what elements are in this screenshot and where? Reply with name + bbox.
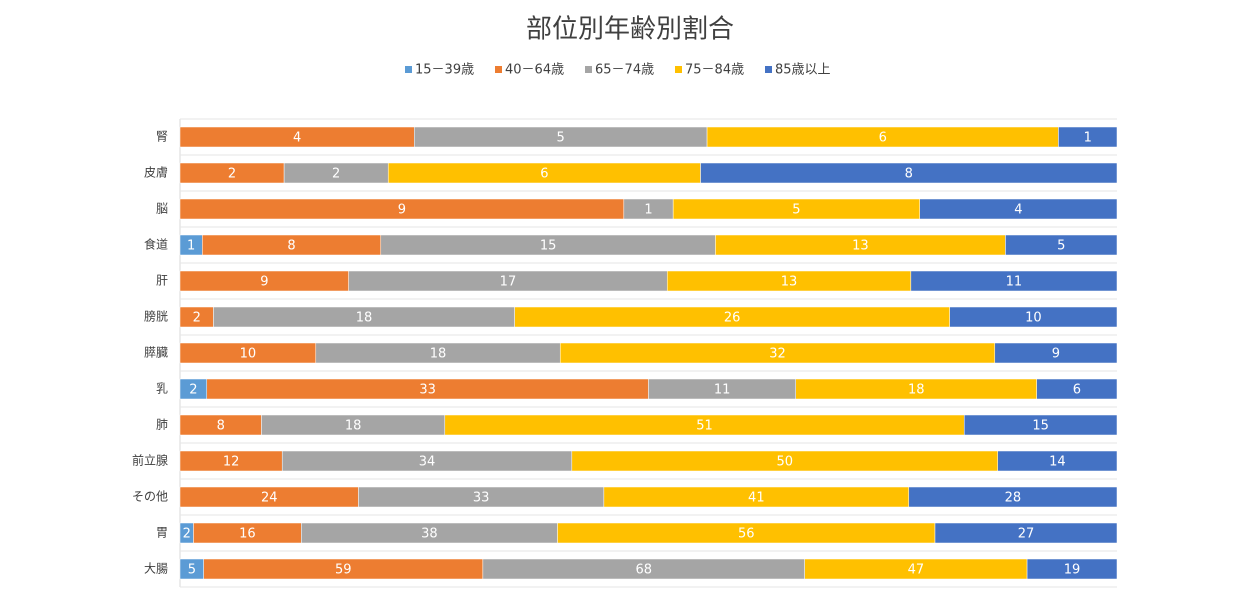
legend-swatch <box>495 66 502 73</box>
bar-segment <box>910 270 1118 292</box>
bar-segment <box>994 342 1118 364</box>
bar-segment <box>949 306 1118 328</box>
value-label: 4 <box>1014 203 1022 218</box>
value-label: 1 <box>1084 131 1092 146</box>
value-label: 18 <box>345 419 362 434</box>
y-tick-label: 前立腺 <box>132 453 168 468</box>
value-label: 28 <box>1005 491 1022 506</box>
value-label: 15 <box>1032 419 1049 434</box>
legend-label: 40－64歳 <box>505 63 564 78</box>
value-label: 5 <box>1057 239 1065 254</box>
value-label: 24 <box>261 491 278 506</box>
value-label: 19 <box>1064 563 1081 578</box>
bar-segment <box>1058 126 1118 148</box>
legend-label: 65－74歳 <box>595 63 654 78</box>
value-label: 8 <box>287 239 295 254</box>
value-label: 27 <box>1018 527 1035 542</box>
value-label: 34 <box>419 455 436 470</box>
value-label: 1 <box>187 239 195 254</box>
value-label: 18 <box>356 311 373 326</box>
value-label: 11 <box>714 383 731 398</box>
value-label: 6 <box>879 131 887 146</box>
bar-segment <box>963 414 1118 436</box>
value-label: 5 <box>792 203 800 218</box>
value-label: 38 <box>421 527 438 542</box>
value-label: 17 <box>500 275 517 290</box>
value-label: 6 <box>540 167 548 182</box>
value-label: 18 <box>430 347 447 362</box>
bar-segment <box>919 198 1118 220</box>
y-tick-label: 乳 <box>156 382 168 396</box>
y-tick-label: 肝 <box>156 274 168 288</box>
value-label: 16 <box>239 527 256 542</box>
y-tick-label: 膀胱 <box>144 309 168 324</box>
value-label: 13 <box>781 275 798 290</box>
y-tick-label: 腎 <box>156 130 168 144</box>
value-label: 33 <box>419 383 436 398</box>
bar-segment <box>997 450 1118 472</box>
y-tick-label: 皮膚 <box>144 165 168 180</box>
value-label: 68 <box>635 563 652 578</box>
value-label: 12 <box>223 455 240 470</box>
value-label: 26 <box>724 311 741 326</box>
legend-label: 15－39歳 <box>415 63 474 78</box>
value-label: 5 <box>188 563 196 578</box>
value-label: 15 <box>540 239 557 254</box>
value-label: 50 <box>777 455 794 470</box>
legend-swatch <box>585 66 592 73</box>
value-label: 59 <box>335 563 352 578</box>
legend-swatch <box>765 66 772 73</box>
value-label: 8 <box>905 167 913 182</box>
y-tick-label: 肺 <box>156 418 168 432</box>
value-label: 41 <box>748 491 765 506</box>
value-label: 10 <box>240 347 257 362</box>
value-label: 33 <box>473 491 490 506</box>
bar-segment <box>1005 234 1118 256</box>
bar-segment <box>1036 378 1118 400</box>
value-label: 32 <box>769 347 786 362</box>
value-label: 47 <box>908 563 925 578</box>
value-label: 2 <box>189 383 197 398</box>
bar-segment <box>934 522 1118 544</box>
legend-swatch <box>405 66 412 73</box>
value-label: 9 <box>398 203 406 218</box>
value-label: 2 <box>183 527 191 542</box>
y-tick-label: 脳 <box>156 202 168 216</box>
value-label: 9 <box>260 275 268 290</box>
value-label: 2 <box>228 167 236 182</box>
y-tick-label: 食道 <box>144 237 168 252</box>
y-tick-label: 胃 <box>156 526 168 540</box>
value-label: 18 <box>908 383 925 398</box>
legend-label: 85歳以上 <box>775 63 831 78</box>
value-label: 6 <box>1073 383 1081 398</box>
value-label: 10 <box>1025 311 1042 326</box>
legend-label: 75－84歳 <box>685 63 744 78</box>
y-tick-label: 膵臓 <box>144 346 168 360</box>
value-label: 51 <box>696 419 713 434</box>
value-label: 2 <box>193 311 201 326</box>
value-label: 11 <box>1006 275 1023 290</box>
value-label: 8 <box>217 419 225 434</box>
value-label: 1 <box>644 203 652 218</box>
y-tick-label: 大腸 <box>144 562 168 576</box>
value-label: 5 <box>557 131 565 146</box>
value-label: 56 <box>738 527 755 542</box>
value-label: 4 <box>293 131 301 146</box>
legend-swatch <box>675 66 682 73</box>
bar-segment <box>700 162 1118 184</box>
value-label: 13 <box>852 239 869 254</box>
bar-segment <box>1026 558 1118 580</box>
value-label: 14 <box>1049 455 1066 470</box>
chart-title: 部位別年齢別割合 <box>526 15 734 45</box>
bar-segment <box>908 486 1118 508</box>
value-label: 2 <box>332 167 340 182</box>
y-tick-label: その他 <box>132 490 168 504</box>
value-label: 9 <box>1052 347 1060 362</box>
